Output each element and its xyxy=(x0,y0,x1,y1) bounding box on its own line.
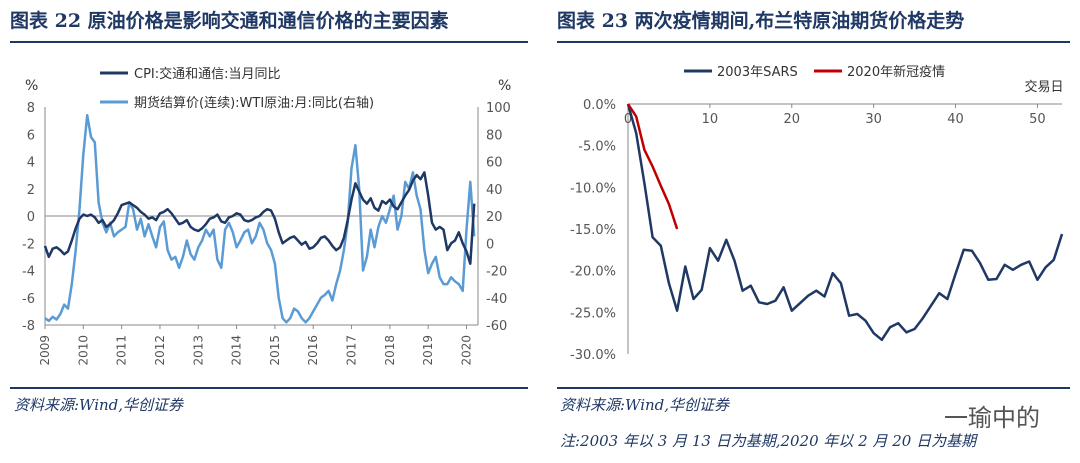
x-tick-label: 2019 xyxy=(421,335,435,366)
y-tick-label: 0.0% xyxy=(583,98,616,113)
left-axis-unit: % xyxy=(25,78,38,94)
left-title-rule xyxy=(10,41,528,43)
sars-series-line xyxy=(626,103,1064,342)
legend-wti-label: 期货结算价(连续):WTI原油:月:同比(右轴) xyxy=(134,95,374,111)
right-y-tick-label: 20 xyxy=(486,210,503,225)
y-tick-label: -15.0% xyxy=(570,223,616,238)
x-tick-label: 10 xyxy=(702,112,719,127)
left-y-tick-label: -6 xyxy=(22,292,35,307)
legend-cpi-label: CPI:交通和通信:当月同比 xyxy=(134,66,281,82)
covid-series-line xyxy=(626,103,679,230)
x-tick-label: 2018 xyxy=(383,335,397,366)
right-note: 注:2003 年以 3 月 13 日为基期,2020 年以 2 月 20 日为基… xyxy=(560,432,977,450)
x-tick-label: 2009 xyxy=(38,335,52,366)
x-tick-label: 2013 xyxy=(191,335,205,366)
right-source-rule xyxy=(557,387,1070,389)
watermark: 一瑜中的 xyxy=(944,404,1040,432)
right-y-tick-label: 100 xyxy=(486,101,511,116)
left-y-tick-label: -2 xyxy=(22,237,35,252)
right-title-rule xyxy=(557,41,1070,43)
left-source: 资料来源:Wind,华创证券 xyxy=(14,396,184,414)
left-y-tick-label: 8 xyxy=(27,101,35,116)
x-tick-label: 2015 xyxy=(268,335,282,366)
right-y-tick-label: 60 xyxy=(486,156,503,171)
legend-sars-label: 2003年SARS xyxy=(717,65,798,80)
x-tick-label: 40 xyxy=(947,112,964,127)
x-tick-label: 50 xyxy=(1029,112,1046,127)
x-tick-label: 30 xyxy=(865,112,882,127)
x-tick-label: 2010 xyxy=(76,335,90,366)
y-tick-label: -30.0% xyxy=(570,348,616,363)
right-axis-unit: % xyxy=(498,78,511,94)
y-tick-label: -10.0% xyxy=(570,181,616,196)
left-y-tick-label: 4 xyxy=(27,156,35,171)
legend-covid-label: 2020年新冠疫情 xyxy=(847,64,945,80)
right-y-tick-label: -40 xyxy=(486,292,507,307)
right-y-tick-label: -20 xyxy=(486,265,507,280)
y-tick-label: -25.0% xyxy=(570,306,616,321)
x-tick-label: 2012 xyxy=(153,335,167,366)
x-tick-label: 2020 xyxy=(460,335,474,366)
left-source-rule xyxy=(10,387,528,389)
x-tick-label: 0 xyxy=(624,112,632,127)
left-y-tick-label: -8 xyxy=(22,319,35,334)
right-chart-title: 图表 23 两次疫情期间,布兰特原油期货价格走势 xyxy=(557,10,965,32)
left-y-tick-label: 0 xyxy=(27,210,35,225)
cpi-series-line xyxy=(43,171,476,265)
x-tick-label: 2016 xyxy=(306,335,320,366)
right-y-tick-label: 80 xyxy=(486,128,503,143)
x-tick-label: 20 xyxy=(784,112,801,127)
y-tick-label: -20.0% xyxy=(570,265,616,280)
x-tick-label: 2017 xyxy=(345,335,359,366)
wti-series-line xyxy=(44,113,476,324)
left-y-tick-label: -4 xyxy=(22,265,35,280)
right-source: 资料来源:Wind,华创证券 xyxy=(560,396,730,414)
right-y-tick-label: -60 xyxy=(486,319,507,334)
left-y-tick-label: 2 xyxy=(27,183,35,198)
left-y-tick-label: 6 xyxy=(27,128,35,143)
x-tick-label: 2011 xyxy=(115,335,129,366)
right-chart: 0.0% -5.0% -10.0% -15.0% -20.0% -25.0% -30.0% 0… xyxy=(570,64,1064,363)
right-y-tick-label: 40 xyxy=(486,183,503,198)
y-tick-label: -5.0% xyxy=(578,140,616,155)
left-chart-title: 图表 22 原油价格是影响交通和通信价格的主要因素 xyxy=(10,10,449,32)
left-chart: % %86420-2-4-6-8100806040200-20-40-602009… xyxy=(22,66,511,366)
right-y-tick-label: 0 xyxy=(486,237,494,252)
x-axis-label: 交易日 xyxy=(1024,79,1063,95)
x-tick-label: 2014 xyxy=(230,335,244,366)
